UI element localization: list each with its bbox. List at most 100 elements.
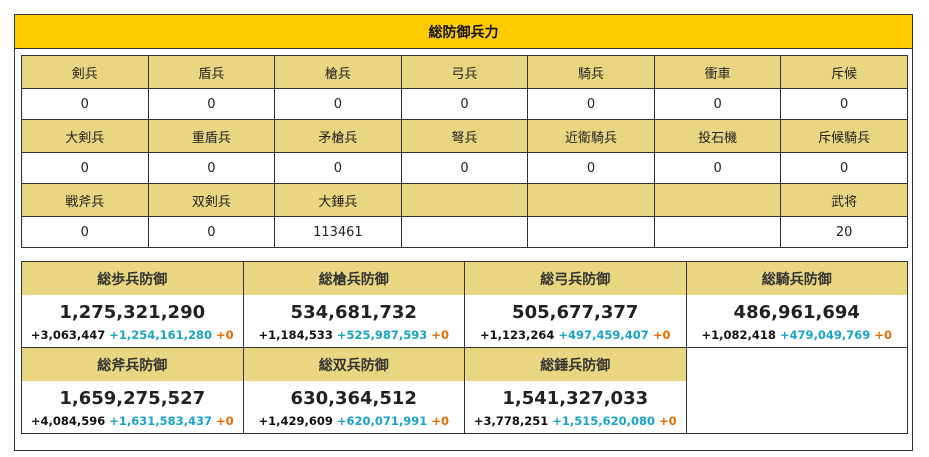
extra-value: +0: [431, 328, 449, 342]
empty-cell: [400, 216, 529, 248]
unit-count: 0: [274, 152, 402, 184]
unit-name: 斥候騎兵: [780, 119, 908, 153]
base-value: +3,778,251: [473, 414, 549, 428]
empty-cell: [653, 216, 782, 248]
defense-row: 総歩兵防御 1,275,321,290 +3,063,447 +1,254,16…: [21, 261, 908, 348]
extra-value: +0: [652, 328, 671, 342]
empty-cell: [685, 347, 908, 434]
defense-card: 総斧兵防御 1,659,275,527 +4,084,596 +1,631,58…: [21, 347, 244, 434]
bonus-value: +1,254,161,280: [109, 328, 212, 342]
unit-count: 0: [527, 88, 655, 120]
defense-total: 534,681,732: [290, 302, 417, 323]
unit-name: 弩兵: [400, 119, 529, 153]
unit-count: 0: [21, 216, 149, 248]
defense-summary-table: 総歩兵防御 1,275,321,290 +3,063,447 +1,254,16…: [21, 261, 908, 434]
panel-title: 総防御兵力: [15, 15, 912, 49]
empty-cell: [400, 183, 529, 217]
bonus-value: +525,987,593: [336, 328, 428, 342]
defense-row: 総斧兵防御 1,659,275,527 +4,084,596 +1,631,58…: [21, 347, 908, 434]
extra-value: +0: [874, 328, 892, 342]
unit-count: 0: [147, 216, 276, 248]
extra-value: +0: [216, 414, 234, 428]
defense-label: 総騎兵防御: [686, 262, 907, 295]
unit-name: 剣兵: [21, 55, 149, 89]
defense-label: 総双兵防御: [243, 348, 464, 381]
unit-name: 盾兵: [147, 55, 276, 89]
base-value: +1,082,418: [701, 328, 776, 342]
unit-count: 0: [653, 88, 782, 120]
unit-count: 0: [400, 88, 529, 120]
defense-label: 総歩兵防御: [22, 262, 243, 295]
defense-label: 総錘兵防御: [465, 348, 686, 381]
unit-name: 投石機: [653, 119, 782, 153]
unit-name: 大剣兵: [21, 119, 149, 153]
unit-name: 重盾兵: [147, 119, 276, 153]
empty-cell: [653, 183, 782, 217]
defense-total: 486,961,694: [733, 302, 860, 323]
unit-count: 0: [780, 152, 908, 184]
base-value: +1,184,533: [258, 328, 333, 342]
unit-name: 騎兵: [527, 55, 655, 89]
defense-breakdown: +3,778,251 +1,515,620,080 +0: [465, 410, 686, 433]
unit-name: 武将: [780, 183, 908, 217]
unit-count: 0: [21, 88, 149, 120]
bonus-value: +479,049,769: [779, 328, 871, 342]
unit-count: 0: [147, 152, 276, 184]
defense-total: 1,659,275,527: [59, 388, 206, 409]
unit-count: 113461: [274, 216, 402, 248]
defense-total: 1,541,327,033: [502, 388, 649, 409]
unit-value-row: 0 0 0 0 0 0 0: [21, 88, 908, 120]
bonus-value: +620,071,991: [336, 414, 428, 428]
base-value: +4,084,596: [30, 414, 106, 428]
unit-name: 近衛騎兵: [527, 119, 655, 153]
unit-name: 弓兵: [400, 55, 529, 89]
total-defense-panel: 総防御兵力 剣兵 盾兵 槍兵 弓兵 騎兵 衝車 斥候 0 0 0 0 0 0 0…: [14, 14, 913, 451]
unit-name: 矛槍兵: [274, 119, 402, 153]
unit-count: 0: [274, 88, 402, 120]
defense-total: 505,677,377: [512, 302, 639, 323]
unit-header-row: 大剣兵 重盾兵 矛槍兵 弩兵 近衛騎兵 投石機 斥候騎兵: [21, 119, 908, 153]
unit-name: 大錘兵: [274, 183, 402, 217]
base-value: +3,063,447: [30, 328, 106, 342]
unit-name: 斥候: [780, 55, 908, 89]
unit-count: 20: [780, 216, 908, 248]
unit-value-row: 0 0 113461 20: [21, 216, 908, 248]
defense-breakdown: +4,084,596 +1,631,583,437 +0: [22, 410, 243, 433]
defense-breakdown: +1,123,264 +497,459,407 +0: [465, 324, 686, 347]
defense-total: 1,275,321,290: [59, 302, 206, 323]
defense-label: 総斧兵防御: [22, 348, 243, 381]
defense-card: 総弓兵防御 505,677,377 +1,123,264 +497,459,40…: [464, 261, 687, 348]
defense-breakdown: +1,082,418 +479,049,769 +0: [687, 324, 908, 347]
unit-count: 0: [780, 88, 908, 120]
unit-count: 0: [147, 88, 276, 120]
defense-card: 総歩兵防御 1,275,321,290 +3,063,447 +1,254,16…: [21, 261, 244, 348]
unit-count: 0: [527, 152, 655, 184]
bonus-value: +497,459,407: [558, 328, 649, 342]
base-value: +1,429,609: [258, 414, 333, 428]
unit-name: 戦斧兵: [21, 183, 149, 217]
unit-value-row: 0 0 0 0 0 0 0: [21, 152, 908, 184]
extra-value: +0: [431, 414, 449, 428]
unit-name: 衝車: [653, 55, 782, 89]
unit-header-row: 戦斧兵 双剣兵 大錘兵 武将: [21, 183, 908, 217]
defense-label: 総槍兵防御: [243, 262, 464, 295]
empty-cell: [527, 216, 655, 248]
unit-count-table: 剣兵 盾兵 槍兵 弓兵 騎兵 衝車 斥候 0 0 0 0 0 0 0 大剣兵 重…: [21, 55, 908, 248]
bonus-value: +1,631,583,437: [109, 414, 212, 428]
defense-label: 総弓兵防御: [465, 262, 686, 295]
unit-count: 0: [400, 152, 529, 184]
defense-breakdown: +1,184,533 +525,987,593 +0: [244, 324, 465, 347]
defense-card: 総騎兵防御 486,961,694 +1,082,418 +479,049,76…: [685, 261, 908, 348]
defense-card: 総槍兵防御 534,681,732 +1,184,533 +525,987,59…: [242, 261, 465, 348]
unit-count: 0: [653, 152, 782, 184]
empty-cell: [527, 183, 655, 217]
base-value: +1,123,264: [480, 328, 555, 342]
defense-breakdown: +1,429,609 +620,071,991 +0: [244, 410, 465, 433]
bonus-value: +1,515,620,080: [552, 414, 655, 428]
extra-value: +0: [659, 414, 677, 428]
defense-card: 総錘兵防御 1,541,327,033 +3,778,251 +1,515,62…: [464, 347, 687, 434]
extra-value: +0: [216, 328, 234, 342]
defense-breakdown: +3,063,447 +1,254,161,280 +0: [22, 324, 243, 347]
defense-total: 630,364,512: [290, 388, 417, 409]
defense-card: 総双兵防御 630,364,512 +1,429,609 +620,071,99…: [242, 347, 465, 434]
